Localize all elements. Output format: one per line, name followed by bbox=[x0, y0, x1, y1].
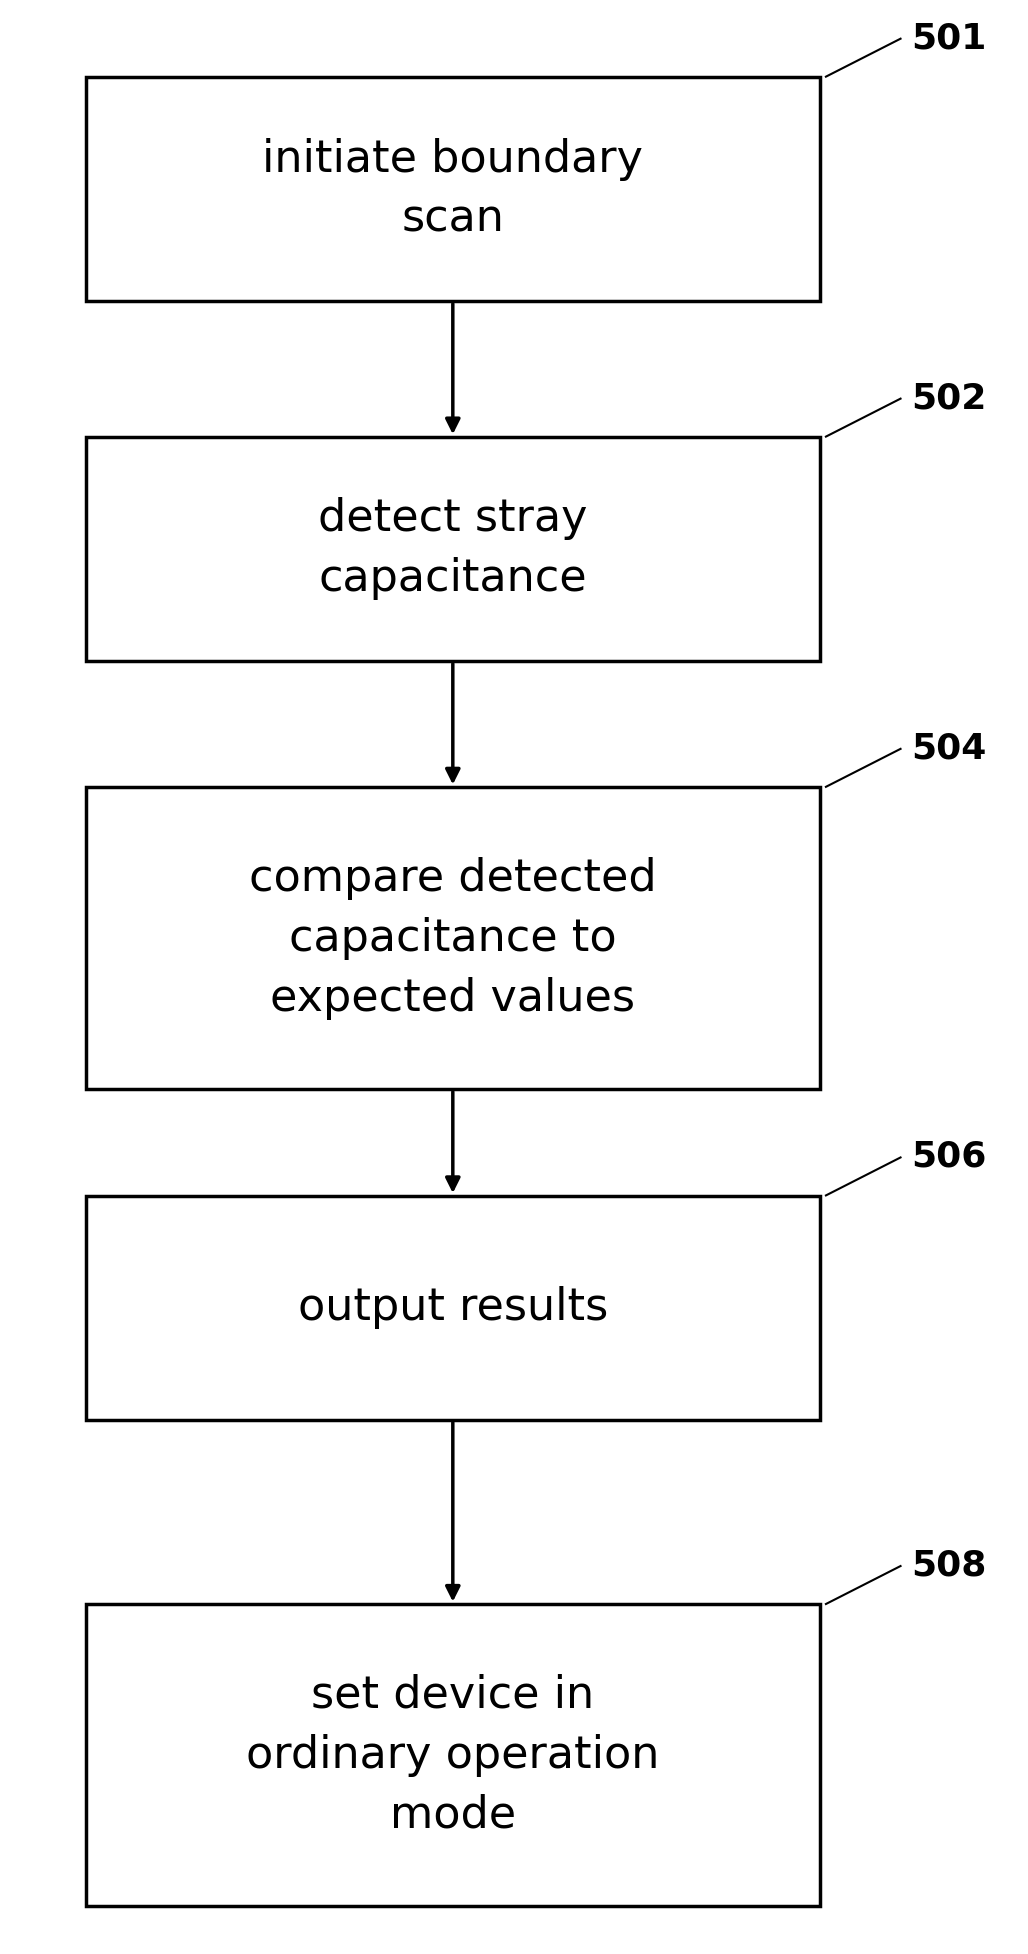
Text: initiate boundary
scan: initiate boundary scan bbox=[262, 137, 644, 240]
Bar bbox=[85, 76, 820, 301]
Text: 508: 508 bbox=[912, 1550, 987, 1583]
Text: detect stray
capacitance: detect stray capacitance bbox=[318, 498, 588, 600]
Bar bbox=[85, 438, 820, 660]
Text: 506: 506 bbox=[912, 1139, 987, 1174]
Bar bbox=[85, 1196, 820, 1421]
Text: 501: 501 bbox=[912, 21, 987, 55]
Text: output results: output results bbox=[298, 1286, 608, 1329]
Text: compare detected
capacitance to
expected values: compare detected capacitance to expected… bbox=[249, 856, 657, 1020]
Text: 504: 504 bbox=[912, 731, 987, 766]
Text: set device in
ordinary operation
mode: set device in ordinary operation mode bbox=[246, 1675, 660, 1837]
Bar bbox=[85, 1604, 820, 1905]
Bar bbox=[85, 787, 820, 1088]
Text: 502: 502 bbox=[912, 381, 987, 414]
